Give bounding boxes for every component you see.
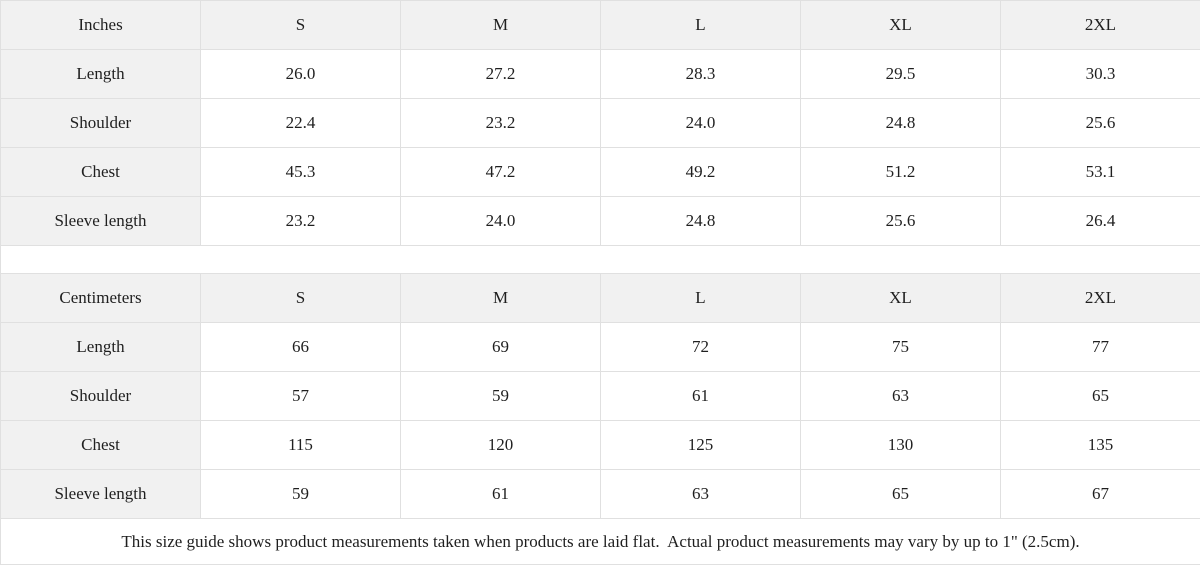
measurement-value: 61 (400, 469, 601, 519)
measurement-value: 29.5 (800, 49, 1001, 99)
inches-size-header-l: L (600, 0, 801, 50)
measurement-value: 47.2 (400, 147, 601, 197)
centimeters-size-header-m: M (400, 273, 601, 323)
centimeters-sleeve-length-row: Sleeve length 59 61 63 65 67 (0, 469, 1200, 519)
spacer-cell (0, 245, 1200, 274)
measurement-value: 135 (1000, 420, 1200, 470)
measurement-value: 63 (800, 371, 1001, 421)
measurement-label: Shoulder (0, 98, 201, 148)
measurement-value: 65 (1000, 371, 1200, 421)
measurement-value: 23.2 (400, 98, 601, 148)
measurement-label: Shoulder (0, 371, 201, 421)
inches-unit-label: Inches (0, 0, 201, 50)
centimeters-length-row: Length 66 69 72 75 77 (0, 322, 1200, 372)
centimeters-chest-row: Chest 115 120 125 130 135 (0, 420, 1200, 470)
measurement-value: 25.6 (1000, 98, 1200, 148)
measurement-value: 26.4 (1000, 196, 1200, 246)
inches-size-header-xl: XL (800, 0, 1001, 50)
measurement-value: 24.8 (600, 196, 801, 246)
measurement-value: 115 (200, 420, 401, 470)
measurement-value: 49.2 (600, 147, 801, 197)
measurement-value: 30.3 (1000, 49, 1200, 99)
centimeters-size-header-xl: XL (800, 273, 1001, 323)
measurement-value: 69 (400, 322, 601, 372)
measurement-value: 22.4 (200, 98, 401, 148)
measurement-value: 67 (1000, 469, 1200, 519)
inches-shoulder-row: Shoulder 22.4 23.2 24.0 24.8 25.6 (0, 98, 1200, 148)
measurement-value: 66 (200, 322, 401, 372)
measurement-value: 51.2 (800, 147, 1001, 197)
centimeters-size-header-2xl: 2XL (1000, 273, 1200, 323)
inches-header-row: Inches S M L XL 2XL (0, 0, 1200, 50)
measurement-value: 77 (1000, 322, 1200, 372)
measurement-value: 59 (400, 371, 601, 421)
measurement-label: Sleeve length (0, 196, 201, 246)
measurement-value: 53.1 (1000, 147, 1200, 197)
measurement-value: 72 (600, 322, 801, 372)
measurement-label: Sleeve length (0, 469, 201, 519)
measurement-value: 75 (800, 322, 1001, 372)
centimeters-unit-label: Centimeters (0, 273, 201, 323)
footnote-row: This size guide shows product measuremen… (0, 518, 1200, 565)
measurement-value: 61 (600, 371, 801, 421)
footnote-text: This size guide shows product measuremen… (0, 518, 1200, 565)
measurement-value: 23.2 (200, 196, 401, 246)
measurement-value: 24.8 (800, 98, 1001, 148)
measurement-value: 63 (600, 469, 801, 519)
measurement-value: 26.0 (200, 49, 401, 99)
measurement-value: 45.3 (200, 147, 401, 197)
measurement-label: Length (0, 49, 201, 99)
measurement-label: Length (0, 322, 201, 372)
measurement-value: 24.0 (600, 98, 801, 148)
measurement-value: 130 (800, 420, 1001, 470)
block-spacer-row (0, 245, 1200, 274)
inches-size-header-2xl: 2XL (1000, 0, 1200, 50)
size-guide-table: Inches S M L XL 2XL Length 26.0 27.2 28.… (0, 0, 1200, 565)
measurement-label: Chest (0, 147, 201, 197)
measurement-value: 120 (400, 420, 601, 470)
centimeters-size-header-s: S (200, 273, 401, 323)
measurement-value: 57 (200, 371, 401, 421)
measurement-value: 27.2 (400, 49, 601, 99)
measurement-value: 125 (600, 420, 801, 470)
inches-sleeve-length-row: Sleeve length 23.2 24.0 24.8 25.6 26.4 (0, 196, 1200, 246)
measurement-label: Chest (0, 420, 201, 470)
inches-length-row: Length 26.0 27.2 28.3 29.5 30.3 (0, 49, 1200, 99)
inches-size-header-m: M (400, 0, 601, 50)
measurement-value: 28.3 (600, 49, 801, 99)
centimeters-size-header-l: L (600, 273, 801, 323)
inches-size-header-s: S (200, 0, 401, 50)
measurement-value: 59 (200, 469, 401, 519)
measurement-value: 25.6 (800, 196, 1001, 246)
centimeters-shoulder-row: Shoulder 57 59 61 63 65 (0, 371, 1200, 421)
inches-chest-row: Chest 45.3 47.2 49.2 51.2 53.1 (0, 147, 1200, 197)
centimeters-header-row: Centimeters S M L XL 2XL (0, 273, 1200, 323)
measurement-value: 24.0 (400, 196, 601, 246)
measurement-value: 65 (800, 469, 1001, 519)
